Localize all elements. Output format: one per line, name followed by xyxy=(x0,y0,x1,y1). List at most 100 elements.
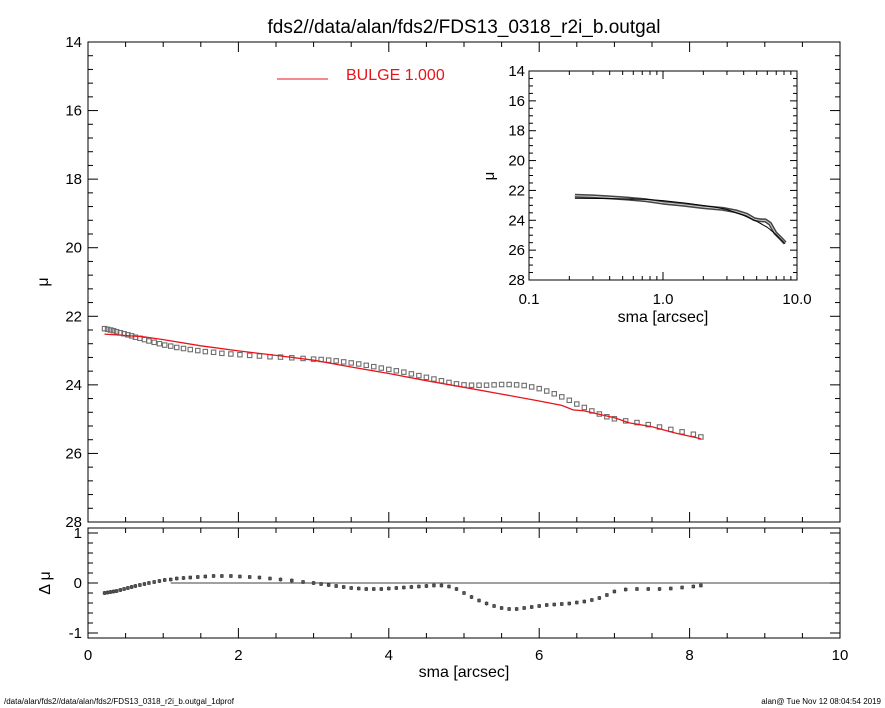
residual-data-point xyxy=(211,574,216,578)
residual-data-point xyxy=(105,590,110,595)
residual-data-point xyxy=(582,599,587,604)
main-y-tick-label: 20 xyxy=(65,240,82,257)
residual-data-point xyxy=(567,601,571,606)
main-data-point xyxy=(386,366,392,373)
residual-data-point xyxy=(552,602,556,607)
main-y-tick-label: 22 xyxy=(65,308,82,325)
residual-x-tick-label: 2 xyxy=(234,647,242,664)
residual-data-point xyxy=(114,589,119,593)
main-data-point xyxy=(476,382,482,388)
residual-data-point xyxy=(537,604,541,608)
inset-y-tick-label: 20 xyxy=(508,153,525,170)
residual-data-point xyxy=(417,584,421,589)
main-data-point xyxy=(401,369,407,375)
residual-data-point xyxy=(560,602,564,606)
main-data-series xyxy=(101,325,704,440)
residual-panel: -101 0 2 4 6 8 10 Δ μ sma [arcsec] xyxy=(37,525,848,681)
inset-x-axis: 0.1 1.0 10.0 xyxy=(519,71,812,308)
residual-data-point xyxy=(175,576,179,581)
residual-x-tick-label: 0 xyxy=(84,647,92,664)
residual-data-point xyxy=(364,587,368,591)
residual-data-point xyxy=(507,607,511,611)
residual-data-point xyxy=(522,606,526,610)
main-data-point xyxy=(219,350,225,357)
residual-data-point xyxy=(142,582,147,586)
main-data-point xyxy=(408,371,415,377)
main-data-point xyxy=(277,354,284,360)
main-data-point xyxy=(513,382,520,388)
main-data-point xyxy=(393,368,400,374)
residual-x-tick-label: 10 xyxy=(832,647,849,664)
main-data-point xyxy=(340,359,347,365)
residual-data-point xyxy=(133,584,138,588)
residual-data-point xyxy=(108,590,113,594)
main-panel: 14 16 18 20 22 24 26 28 μ BULGE 1.000 xyxy=(35,34,841,531)
main-data-point xyxy=(256,353,263,359)
residual-data-point xyxy=(311,581,316,585)
residual-y-axis-label: Δ μ xyxy=(37,571,54,594)
residual-data-point xyxy=(432,583,436,588)
residual-data-point xyxy=(379,587,383,591)
main-data-point xyxy=(363,362,369,369)
main-data-point xyxy=(161,342,168,348)
residual-data-point xyxy=(111,589,116,594)
residual-data-point xyxy=(623,587,628,592)
residual-y-tick-label: 1 xyxy=(74,525,82,542)
main-data-point xyxy=(180,345,187,352)
inset-y-tick-label: 16 xyxy=(508,93,525,110)
residual-data-point xyxy=(229,574,233,578)
inset-x-tick-label: 0.1 xyxy=(519,291,540,308)
residual-data-point xyxy=(409,585,414,589)
residual-data-point xyxy=(387,586,391,591)
main-data-point xyxy=(195,347,201,354)
main-data-point xyxy=(559,394,565,400)
inset-y-axis-label: μ xyxy=(481,172,498,181)
main-y-tick-label: 26 xyxy=(65,445,82,462)
residual-data-point xyxy=(454,587,459,591)
residual-data-point xyxy=(597,596,602,600)
main-data-point xyxy=(498,381,505,388)
residual-data-point xyxy=(341,585,346,589)
residual-data-point xyxy=(477,598,481,603)
inset-y-axis: 14 16 18 20 22 24 26 28 xyxy=(508,63,797,289)
residual-data-point xyxy=(492,604,496,608)
residual-data-point xyxy=(439,583,444,588)
main-data-point xyxy=(468,382,475,388)
residual-data-point xyxy=(181,576,186,580)
residual-data-point xyxy=(257,575,262,580)
inset-panel: 14 16 18 20 22 24 26 28 0.1 1.0 10.0 μ sma [arcse… xyxy=(481,63,812,326)
residual-data-point xyxy=(196,575,200,579)
inset-y-tick-label: 14 xyxy=(508,63,525,80)
main-y-tick-label: 14 xyxy=(65,34,82,51)
legend: BULGE 1.000 xyxy=(277,67,445,84)
main-data-point xyxy=(698,434,704,440)
main-data-point xyxy=(378,365,385,371)
residual-data-series xyxy=(102,574,703,611)
residual-data-point xyxy=(169,577,173,582)
main-data-point xyxy=(679,429,685,435)
main-y-tick-label: 28 xyxy=(65,514,82,531)
inset-background xyxy=(529,71,797,280)
main-x-ticks xyxy=(87,42,841,522)
main-y-tick-label: 24 xyxy=(65,377,82,394)
residual-y-tick-label: -1 xyxy=(69,625,82,642)
main-data-point xyxy=(423,374,430,381)
residual-data-point xyxy=(102,591,107,595)
residual-data-point xyxy=(646,587,650,591)
residual-y-axis: -1 0 1 xyxy=(69,525,840,642)
residual-data-point xyxy=(349,586,353,590)
residual-data-point xyxy=(462,591,466,595)
residual-data-point xyxy=(203,574,208,579)
inset-y-tick-label: 24 xyxy=(508,212,525,229)
main-data-point xyxy=(543,388,550,394)
main-data-point xyxy=(310,356,317,362)
main-data-point xyxy=(416,372,422,379)
main-data-point xyxy=(167,343,174,349)
main-data-point xyxy=(528,384,535,390)
main-data-point xyxy=(333,358,339,364)
main-data-point xyxy=(645,421,651,428)
main-y-axis: 14 16 18 20 22 24 26 28 xyxy=(65,34,840,531)
residual-data-point xyxy=(575,600,579,605)
footer-timestamp: alan@ Tue Nov 12 08:04:54 2019 xyxy=(761,697,881,706)
